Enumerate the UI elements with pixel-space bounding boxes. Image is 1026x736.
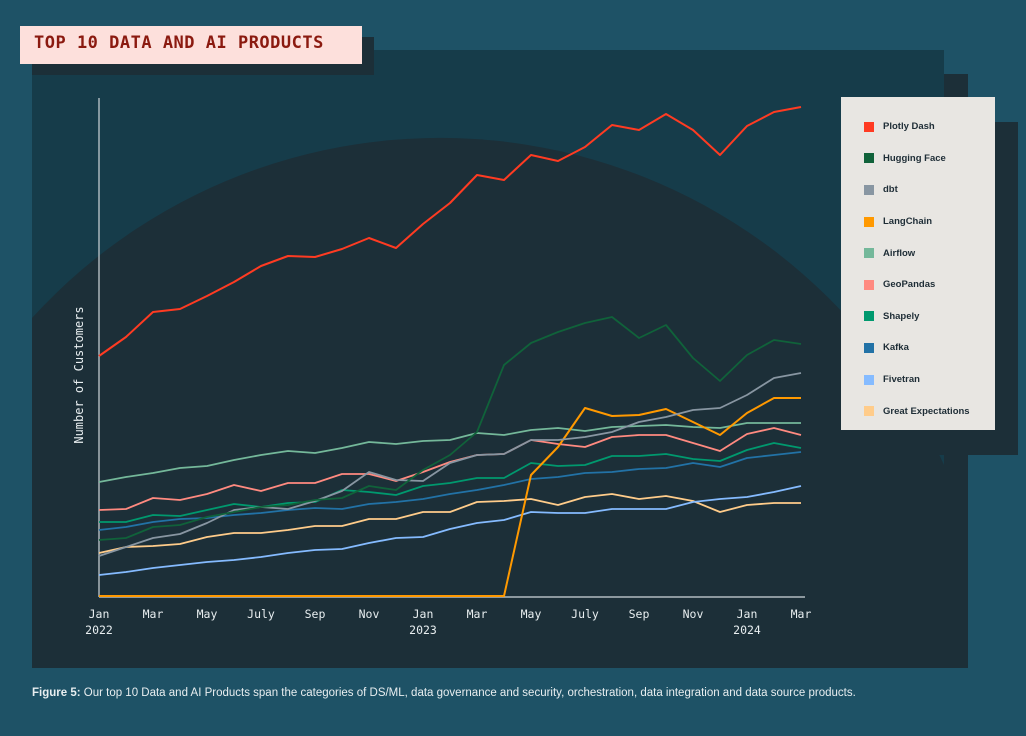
x-tick-label: July — [247, 607, 275, 621]
legend-swatch — [864, 311, 874, 322]
series-line-hugging-face — [98, 316, 802, 541]
legend-item: Shapely — [864, 301, 995, 333]
x-tick-label: Jan — [737, 607, 758, 621]
legend-label: Fivetran — [883, 374, 920, 386]
x-tick-year: 2023 — [409, 623, 437, 637]
legend: Plotly Dash Hugging Face dbt LangChain Airfl… — [841, 97, 995, 430]
x-tick-label: Mar — [143, 607, 164, 621]
legend-label: Kafka — [883, 342, 909, 354]
x-ticks: Jan 2022 Mar May July Sep Nov Jan 2023 Mar May July… — [85, 607, 811, 637]
legend-item: dbt — [864, 174, 995, 206]
legend-item: GeoPandas — [864, 269, 995, 301]
series-line-kafka — [98, 451, 802, 531]
series-layer — [98, 106, 802, 597]
legend-swatch — [864, 184, 874, 195]
legend-swatch — [864, 279, 874, 290]
caption-text: Our top 10 Data and AI Products span the… — [80, 687, 856, 699]
legend-swatch — [864, 121, 874, 132]
caption-label: Figure 5: — [32, 687, 81, 699]
legend-item: Fivetran — [864, 364, 995, 396]
x-tick-label: Nov — [359, 607, 380, 621]
legend-item: Airflow — [864, 237, 995, 269]
x-tick-label: Sep — [629, 607, 650, 621]
legend-swatch — [864, 406, 874, 417]
x-tick-label: Jan — [89, 607, 110, 621]
legend-label: GeoPandas — [883, 279, 936, 291]
legend-item: LangChain — [864, 206, 995, 238]
legend-swatch — [864, 216, 874, 227]
legend-label: dbt — [883, 184, 898, 196]
legend-label: Hugging Face — [883, 152, 946, 164]
series-line-langchain — [99, 397, 801, 597]
legend-item: Great Expectations — [864, 395, 995, 427]
x-tick-label: May — [521, 607, 542, 621]
legend-item: Kafka — [864, 332, 995, 364]
x-tick-label: Sep — [305, 607, 326, 621]
x-tick-label: July — [571, 607, 599, 621]
x-tick-label: Jan — [413, 607, 434, 621]
series-line-geopandas — [98, 427, 802, 511]
legend-label: Plotly Dash — [883, 121, 935, 133]
legend-swatch — [864, 374, 874, 385]
legend-label: Airflow — [883, 247, 916, 259]
legend-label: Shapely — [883, 310, 920, 322]
y-axis-label: Number of Customers — [72, 306, 86, 443]
legend-item: Hugging Face — [864, 143, 995, 175]
series-line-fivetran — [98, 485, 802, 576]
series-line-great-expectations — [98, 493, 801, 554]
legend-item: Plotly Dash — [864, 111, 995, 143]
legend-label: Great Expectations — [883, 405, 970, 417]
series-line-airflow — [98, 422, 801, 483]
x-tick-label: Nov — [683, 607, 704, 621]
series-line-shapely — [99, 442, 802, 523]
x-tick-label: Mar — [791, 607, 812, 621]
series-line-dbt — [98, 372, 802, 557]
chart-title: TOP 10 DATA AND AI PRODUCTS — [20, 26, 362, 64]
legend-swatch — [864, 153, 874, 164]
series-line-plotly-dash — [98, 106, 802, 357]
legend-swatch — [864, 342, 874, 353]
figure-caption: Figure 5: Our top 10 Data and AI Product… — [32, 687, 856, 699]
x-tick-year: 2024 — [733, 623, 761, 637]
x-tick-label: Mar — [467, 607, 488, 621]
legend-label: LangChain — [883, 216, 933, 228]
x-tick-label: May — [197, 607, 218, 621]
x-tick-year: 2022 — [85, 623, 113, 637]
legend-swatch — [864, 248, 874, 259]
